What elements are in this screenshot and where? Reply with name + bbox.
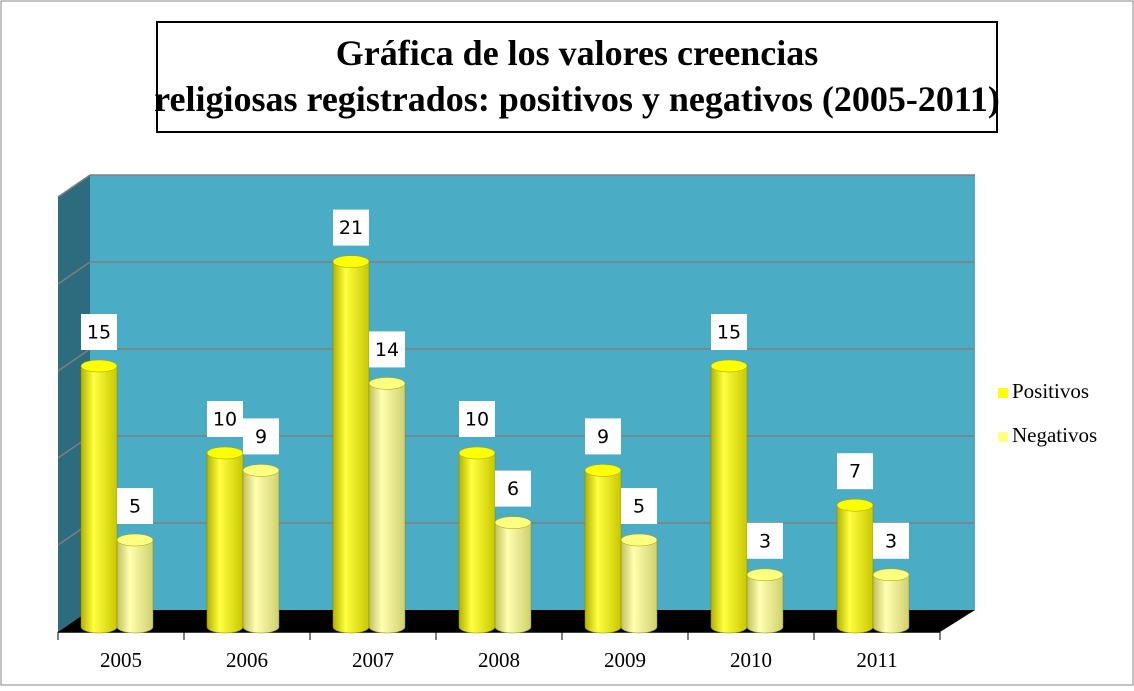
label-box bbox=[621, 488, 657, 524]
bar-top bbox=[116, 533, 154, 547]
bar-body bbox=[458, 452, 496, 634]
bar bbox=[620, 533, 658, 634]
bar-top bbox=[746, 568, 784, 582]
bar-top bbox=[458, 446, 496, 460]
label-box bbox=[243, 418, 279, 455]
data-label: 21 bbox=[339, 217, 363, 239]
bar-body bbox=[872, 574, 910, 634]
bar-body bbox=[584, 470, 622, 634]
bar-body bbox=[242, 470, 280, 634]
bar-body bbox=[746, 574, 784, 634]
bar-body bbox=[368, 383, 406, 634]
data-label: 9 bbox=[597, 426, 609, 448]
label-box bbox=[585, 418, 621, 455]
bar-top bbox=[332, 255, 370, 268]
data-label: 7 bbox=[849, 461, 861, 483]
legend-swatch bbox=[998, 388, 1008, 398]
bar bbox=[242, 464, 280, 634]
x-tick-label: 2007 bbox=[352, 648, 394, 672]
bar-body bbox=[206, 452, 244, 634]
bar bbox=[80, 359, 118, 634]
bar bbox=[746, 568, 784, 634]
data-label: 10 bbox=[213, 409, 237, 431]
label-box bbox=[207, 401, 243, 437]
label-box bbox=[81, 314, 117, 350]
chart-title: Gráfica de los valores creencias religios… bbox=[154, 33, 1000, 119]
grid-line bbox=[57, 348, 91, 372]
title-box bbox=[156, 21, 998, 133]
grid-line bbox=[57, 174, 91, 198]
bar-body bbox=[80, 365, 118, 634]
bar-top bbox=[710, 359, 748, 373]
bar bbox=[872, 568, 910, 634]
data-label: 14 bbox=[375, 339, 399, 361]
legend-label: Negativos bbox=[1012, 423, 1097, 447]
data-label: 10 bbox=[465, 409, 489, 431]
bar-body bbox=[332, 261, 370, 634]
x-tick-label: 2005 bbox=[100, 648, 142, 672]
data-label: 9 bbox=[255, 426, 267, 448]
x-tick-label: 2011 bbox=[856, 648, 897, 672]
bar-top bbox=[620, 533, 658, 547]
x-tick-label: 2008 bbox=[478, 648, 520, 672]
bar bbox=[836, 498, 874, 634]
bar-top bbox=[584, 464, 622, 477]
bar bbox=[458, 446, 496, 634]
bar-body bbox=[494, 522, 532, 634]
bar-top bbox=[242, 464, 280, 477]
bar-top bbox=[368, 377, 406, 390]
bar bbox=[368, 377, 406, 634]
data-label: 15 bbox=[87, 322, 111, 344]
data-label: 6 bbox=[507, 478, 519, 500]
bar-body bbox=[620, 539, 658, 634]
bar-body bbox=[710, 365, 748, 634]
grid-line bbox=[57, 261, 91, 285]
x-tick-label: 2009 bbox=[604, 648, 646, 672]
bar bbox=[584, 464, 622, 634]
bar bbox=[332, 255, 370, 634]
bar-body bbox=[836, 504, 874, 634]
label-box bbox=[711, 314, 747, 350]
label-box bbox=[873, 522, 909, 559]
bar bbox=[710, 359, 748, 634]
bar bbox=[116, 533, 154, 634]
label-box bbox=[495, 470, 531, 507]
label-box bbox=[369, 331, 405, 368]
bar-top bbox=[872, 568, 910, 582]
bar-top bbox=[836, 498, 874, 512]
data-label: 5 bbox=[129, 496, 141, 518]
label-box bbox=[459, 401, 495, 437]
legend-label: Positivos bbox=[1012, 379, 1089, 403]
bar-top bbox=[494, 516, 532, 529]
bar bbox=[494, 516, 532, 634]
bar-body bbox=[116, 539, 154, 634]
label-box bbox=[747, 522, 783, 559]
label-box bbox=[837, 453, 873, 490]
bar bbox=[206, 446, 244, 634]
data-label: 15 bbox=[717, 322, 741, 344]
label-box bbox=[333, 209, 369, 246]
x-tick-label: 2006 bbox=[226, 648, 268, 672]
x-tick-label: 2010 bbox=[730, 648, 772, 672]
bar-top bbox=[206, 446, 244, 460]
back-wall bbox=[90, 175, 975, 610]
label-box bbox=[117, 488, 153, 524]
data-label: 5 bbox=[633, 496, 645, 518]
data-label: 3 bbox=[885, 530, 897, 552]
bar-top bbox=[80, 359, 118, 373]
data-label: 3 bbox=[759, 530, 771, 552]
legend-swatch bbox=[998, 432, 1008, 442]
